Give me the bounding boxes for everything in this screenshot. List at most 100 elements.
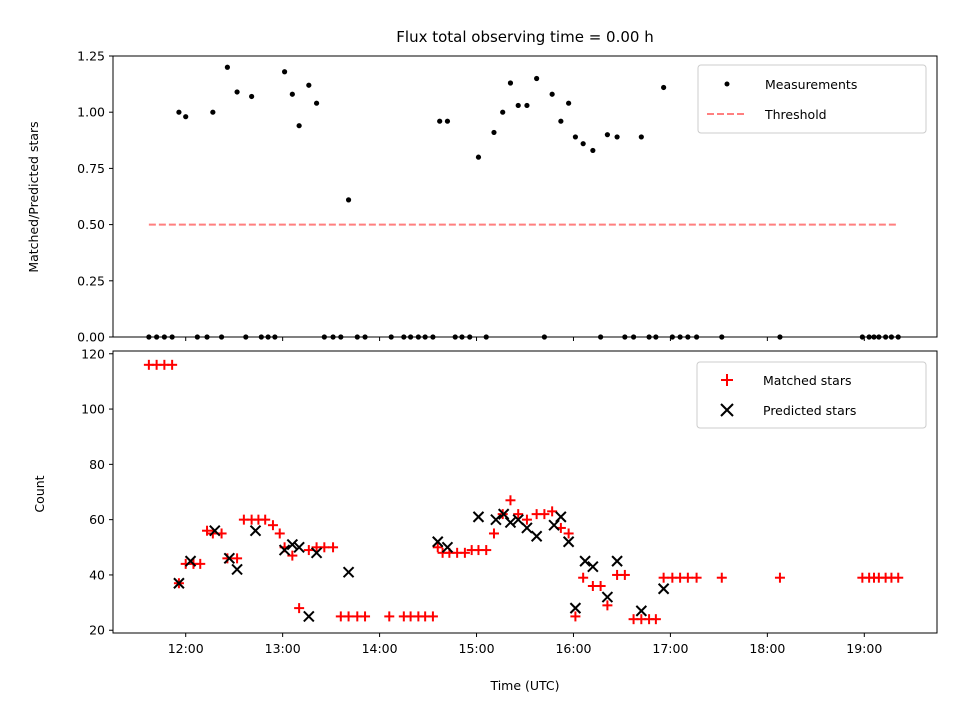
matched-star-point	[547, 506, 558, 517]
predicted-star-point	[521, 522, 533, 534]
matched-star-point	[274, 528, 285, 539]
matched-star-point	[260, 514, 271, 525]
predicted-star-point	[278, 544, 291, 556]
measurement-point	[210, 109, 216, 115]
matched-star-point	[658, 572, 669, 583]
measurement-point	[296, 123, 302, 129]
matched-star-point	[682, 572, 693, 583]
measurement-point	[234, 89, 240, 95]
matched-star-point	[513, 509, 524, 520]
predicted-star-point	[490, 513, 502, 526]
predicted-star-point	[497, 508, 510, 520]
top-y-tick-label: 0.25	[77, 273, 105, 288]
x-tick-label: 17:00	[652, 641, 688, 656]
measurement-point	[224, 64, 230, 70]
measurement-point	[491, 129, 497, 136]
predicted-star-point	[209, 524, 221, 537]
bottom-y-tick-label: 120	[81, 346, 105, 361]
matched-star-point	[343, 611, 354, 622]
top-panel: Flux total observing time = 0.00 h Match…	[26, 28, 938, 345]
matched-star-point	[328, 542, 339, 553]
x-tick-label: 15:00	[459, 641, 495, 656]
x-tick-label: 19:00	[846, 641, 882, 656]
matched-star-point	[432, 542, 443, 553]
measurement-point	[289, 91, 295, 97]
measurement-point	[638, 134, 644, 140]
legend-threshold-label: Threshold	[764, 107, 827, 122]
top-axes-ticks: 0.00 0.25 0.50 0.75 1.00 1.25	[77, 49, 865, 345]
measurement-point	[183, 114, 189, 120]
top-y-axis-label: Matched/Predicted stars	[26, 121, 41, 272]
matched-star-point	[619, 569, 630, 580]
measurement-point	[281, 69, 288, 75]
predicted-star-point	[310, 547, 323, 559]
bottom-y-tick-label: 100	[81, 402, 105, 417]
measurement-point	[661, 84, 667, 91]
matched-star-point	[488, 528, 499, 539]
bottom-legend-box	[696, 361, 927, 429]
matched-star-point	[774, 572, 785, 583]
matched-star-point	[650, 614, 661, 625]
bottom-y-axis-label: Count	[32, 475, 47, 512]
measurement-point	[176, 109, 182, 115]
legend-predicted-label: Predicted stars	[763, 403, 856, 418]
measurement-point	[580, 141, 586, 147]
matched-star-point	[360, 611, 371, 622]
matched-star-point	[602, 600, 613, 611]
matched-star-point	[563, 528, 574, 539]
matched-star-point	[578, 572, 589, 583]
bottom-axes-ticks: 20 40 60 80 100 120 12:00 13:00 14:00 15:00 16:00 1…	[81, 346, 882, 656]
x-tick-label: 12:00	[168, 641, 204, 656]
measurement-point	[549, 91, 555, 97]
matched-star-point	[294, 603, 305, 614]
x-tick-label: 14:00	[362, 641, 398, 656]
predicted-star-point	[472, 511, 485, 523]
x-tick-label: 13:00	[265, 641, 301, 656]
predicted-star-point	[432, 536, 444, 548]
matched-star-point	[167, 359, 178, 370]
bottom-panel: Count Time (UTC) 20 40 60 80 100 120 12:00 13:0…	[32, 346, 938, 693]
predicted-star-point	[231, 563, 243, 576]
measurement-point	[524, 102, 530, 109]
matched-star-point	[539, 509, 550, 520]
matched-star-point	[570, 611, 581, 622]
bottom-y-tick-label: 20	[89, 623, 105, 638]
predicted-star-point	[562, 536, 575, 548]
predicted-star-point	[587, 560, 599, 573]
matched-star-point	[384, 611, 395, 622]
matched-star-point	[232, 553, 243, 564]
measurement-point	[345, 197, 352, 203]
measurement-point	[534, 75, 540, 82]
bottom-y-tick-label: 80	[89, 457, 105, 472]
predicted-star-point	[555, 511, 567, 523]
predicted-star-point	[249, 524, 262, 537]
measurement-point	[437, 118, 443, 124]
legend-matched-marker	[721, 374, 733, 386]
legend-predicted-marker	[720, 403, 734, 417]
top-y-tick-label: 0.75	[77, 161, 105, 176]
predicted-star-point	[530, 530, 543, 542]
predicted-star-point	[611, 555, 623, 567]
top-legend: Measurements Threshold	[697, 64, 927, 134]
x-tick-label: 16:00	[555, 641, 591, 656]
legend-measurements-marker	[724, 81, 730, 87]
matched-star-point	[267, 520, 278, 531]
matched-star-point	[202, 525, 213, 536]
matched-star-point	[716, 572, 727, 583]
measurement-point	[500, 109, 506, 115]
predicted-star-point	[601, 591, 614, 603]
predicted-star-point	[548, 519, 560, 531]
measurement-point	[313, 100, 320, 106]
x-axis-label: Time (UTC)	[489, 678, 559, 693]
predicted-star-point	[286, 538, 299, 551]
matched-star-point	[427, 611, 438, 622]
measurement-point	[507, 80, 514, 86]
matched-star-point	[303, 545, 314, 556]
measurement-point	[515, 102, 521, 109]
top-y-tick-label: 1.00	[77, 105, 105, 120]
matched-star-point	[481, 545, 492, 556]
matched-star-point	[195, 558, 206, 569]
x-tick-label: 18:00	[749, 641, 785, 656]
matched-star-point	[459, 547, 470, 558]
